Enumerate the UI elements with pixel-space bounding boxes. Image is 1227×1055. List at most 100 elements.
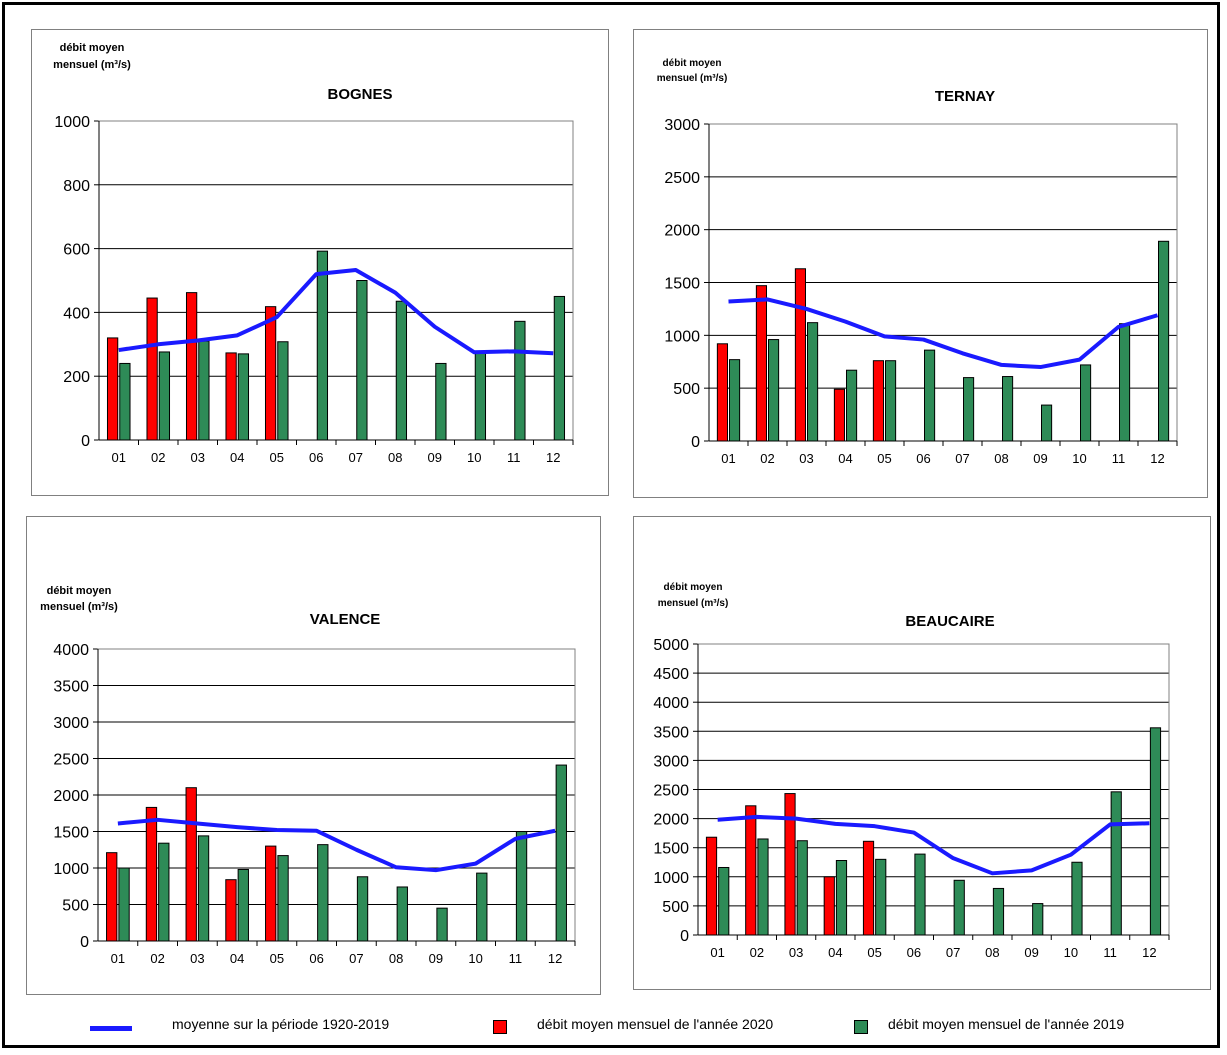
x-tick-label: 02 (750, 945, 764, 960)
bar-2019-04 (846, 369, 858, 442)
bar-2019-02 (757, 838, 769, 936)
bar-2020-02 (145, 806, 158, 942)
legend-2019-label: débit moyen mensuel de l'année 2019 (888, 1016, 1125, 1032)
bar-2019-01 (118, 867, 130, 942)
bar-2019-09 (436, 907, 448, 942)
chart-panel-bognes: débit moyen mensuel (m³/s) BOGNES 0 200 400 60… (31, 29, 609, 496)
y-axis-label-line2: mensuel (m³/s) (53, 59, 131, 71)
y-axis-label-line2: mensuel (m³/s) (657, 73, 728, 84)
bar-2020-02 (146, 297, 158, 441)
bar-2020-01 (716, 343, 729, 442)
y-tick-label: 1000 (53, 861, 89, 878)
legend-2019-swatch (854, 1020, 868, 1034)
x-tick-label: 05 (867, 945, 881, 960)
bar-2019-10 (1080, 364, 1092, 442)
mean-line (117, 817, 556, 873)
x-tick-label: 06 (916, 451, 930, 466)
bar-2019-09 (435, 362, 447, 441)
chart-title: BEAUCAIRE (905, 613, 994, 630)
y-axis-label-line2: mensuel (m³/s) (658, 598, 729, 609)
bar-2020-05 (872, 360, 885, 442)
bar-2019-12 (1158, 240, 1170, 442)
chart-title: BOGNES (327, 86, 392, 103)
y-axis-label-line1: débit moyen (663, 58, 722, 69)
mean-line (717, 814, 1150, 876)
bar-2020-03 (185, 292, 198, 441)
mean-line (118, 267, 554, 356)
x-tick-label: 09 (1024, 945, 1038, 960)
y-axis-label-line2: mensuel (m³/s) (40, 601, 118, 613)
bar-2019-04 (835, 860, 848, 936)
bar-2020-01 (705, 836, 718, 936)
x-tick-label: 04 (230, 450, 244, 465)
bar-2020-05 (264, 306, 277, 441)
x-tick-label: 10 (1072, 451, 1086, 466)
y-tick-label: 500 (62, 898, 89, 915)
legend: moyenne sur la période 1920-2019 débit m… (0, 1006, 1227, 1046)
y-tick-label: 800 (63, 178, 90, 195)
chart-bognes: débit moyen mensuel (m³/s) BOGNES 0 200 400 60… (53, 42, 574, 465)
y-tick-label: 3000 (664, 117, 700, 134)
y-tick-label: 600 (63, 242, 90, 259)
bar-2019-05 (885, 360, 897, 442)
x-tick-label: 02 (151, 450, 165, 465)
x-tick-label: 06 (309, 450, 323, 465)
y-tick-label: 2000 (653, 812, 689, 829)
y-tick-label: 4500 (653, 666, 689, 683)
bar-2019-01 (119, 362, 131, 441)
x-tick-label: 11 (1112, 451, 1126, 466)
bar-2019-03 (198, 340, 210, 441)
bar-2020-04 (833, 388, 846, 442)
y-axis-label-line1: débit moyen (60, 42, 125, 54)
bar-2019-04 (237, 868, 249, 942)
y-tick-label: 5000 (653, 637, 689, 654)
x-tick-label: 10 (1064, 945, 1078, 960)
bar-2019-04 (237, 353, 250, 441)
y-tick-label: 1500 (664, 276, 700, 293)
x-tick-label: 01 (111, 951, 125, 966)
bar-2019-03 (197, 835, 210, 942)
x-tick-label: 09 (428, 450, 442, 465)
y-tick-label: 3500 (53, 679, 89, 696)
bar-2019-12 (1149, 727, 1162, 936)
x-tick-label: 12 (548, 951, 562, 966)
legend-mean-label: moyenne sur la période 1920-2019 (172, 1016, 390, 1032)
x-tick-label: 07 (349, 951, 363, 966)
bar-2020-02 (745, 805, 757, 936)
bar-2019-09 (1041, 404, 1053, 442)
bar-2019-08 (395, 300, 408, 441)
y-tick-label: 1000 (664, 328, 700, 345)
bar-2020-05 (862, 840, 875, 936)
legend-mean-swatch (90, 1026, 132, 1031)
x-tick-label: 11 (509, 951, 523, 966)
bar-2020-04 (225, 879, 237, 942)
x-tick-label: 09 (429, 951, 443, 966)
bar-2019-08 (1002, 376, 1014, 442)
x-tick-label: 12 (1150, 451, 1164, 466)
bar-2020-02 (755, 285, 768, 442)
bar-2019-12 (555, 764, 567, 942)
x-tick-label: 10 (468, 951, 482, 966)
x-tick-label: 03 (190, 951, 204, 966)
bar-2020-04 (225, 352, 237, 441)
bar-2019-11 (1110, 791, 1122, 936)
y-axis-label-line1: débit moyen (47, 585, 112, 597)
x-tick-label: 02 (150, 951, 164, 966)
y-tick-label: 2000 (664, 223, 700, 240)
y-tick-label: 2500 (653, 783, 689, 800)
x-tick-label: 05 (270, 450, 284, 465)
y-tick-label: 2500 (664, 170, 700, 187)
x-tick-label: 03 (789, 945, 803, 960)
y-tick-label: 2500 (53, 752, 89, 769)
bar-2019-01 (729, 359, 741, 442)
x-tick-label: 12 (1142, 945, 1156, 960)
y-tick-label: 3000 (53, 715, 89, 732)
x-tick-label: 04 (230, 951, 244, 966)
bar-2019-07 (356, 280, 368, 441)
y-tick-label: 1000 (653, 870, 689, 887)
x-tick-label: 03 (799, 451, 813, 466)
x-tick-label: 07 (955, 451, 969, 466)
bar-2019-10 (476, 872, 488, 942)
chart-panel-valence: débit moyen mensuel (m³/s) VALENCE 0 500 1000… (26, 516, 601, 995)
y-tick-label: 1000 (54, 114, 90, 131)
